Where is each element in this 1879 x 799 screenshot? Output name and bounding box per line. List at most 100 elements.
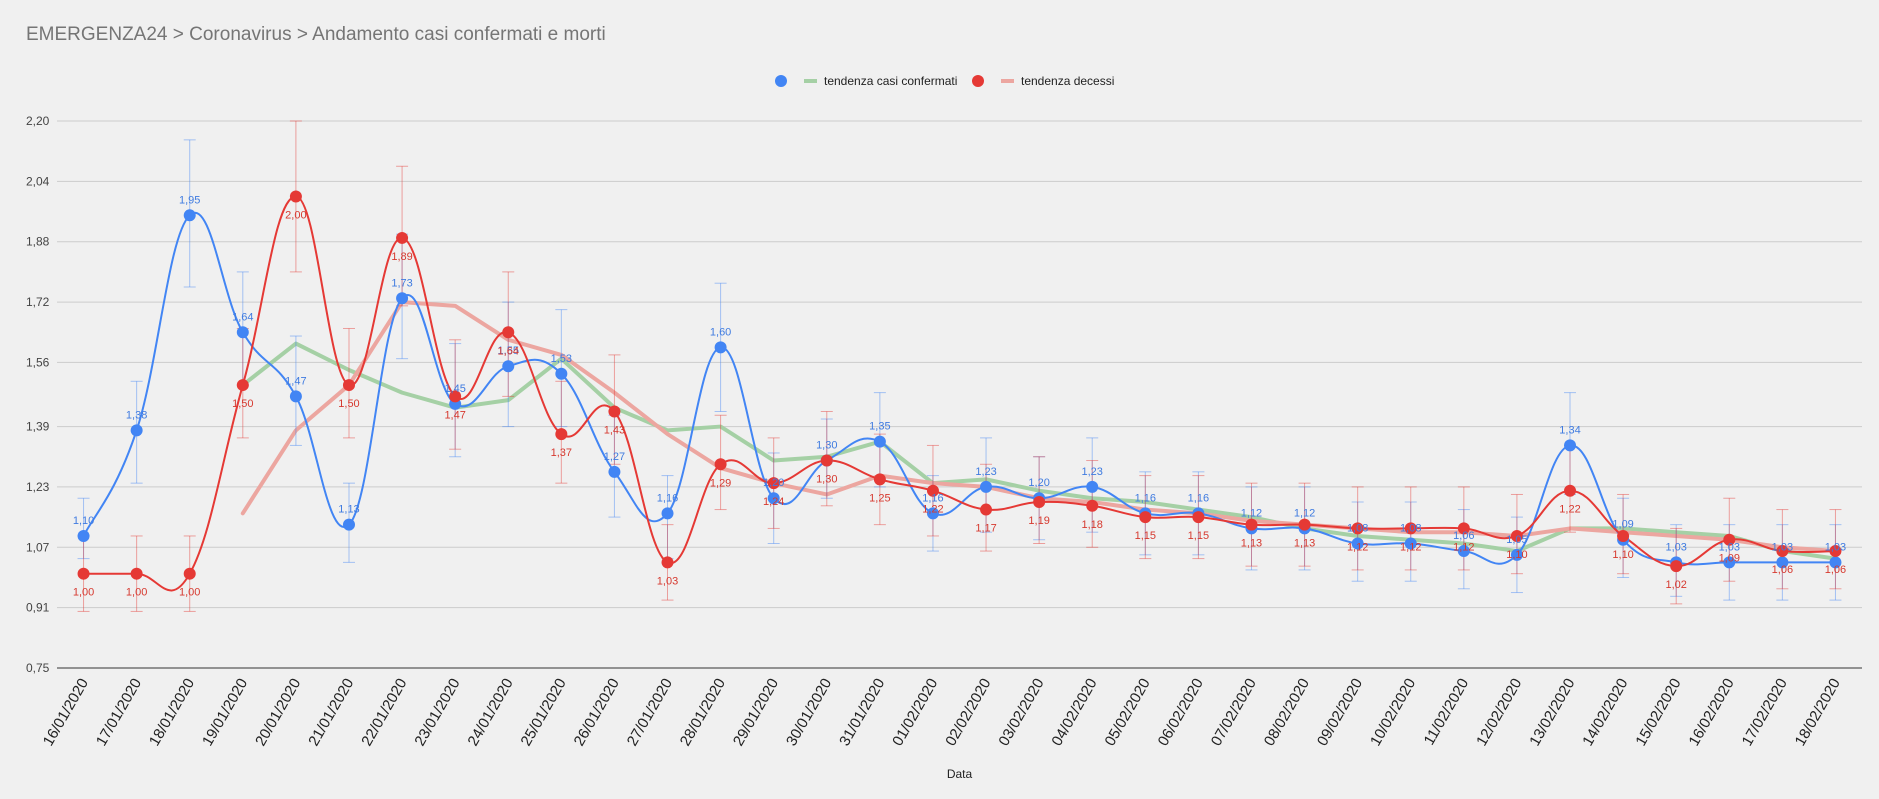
x-tick-label: 06/02/2020 — [1155, 676, 1207, 750]
confirmed-data-label: 1,30 — [816, 440, 837, 452]
confirmed-point[interactable] — [1723, 556, 1736, 569]
confirmed-data-label: 1,12 — [1294, 507, 1315, 519]
deaths-point[interactable] — [1723, 533, 1736, 546]
deaths-point[interactable] — [873, 473, 886, 486]
confirmed-point[interactable] — [980, 480, 993, 493]
confirmed-point[interactable] — [1564, 439, 1577, 452]
deaths-point[interactable] — [661, 556, 674, 569]
deaths-point[interactable] — [926, 484, 939, 497]
deaths-point[interactable] — [1670, 560, 1683, 573]
deaths-point[interactable] — [1404, 522, 1417, 535]
confirmed-point[interactable] — [502, 360, 515, 373]
deaths-point[interactable] — [1564, 484, 1577, 497]
y-tick-label: 1,88 — [26, 235, 50, 249]
deaths-point[interactable] — [130, 567, 143, 580]
deaths-point[interactable] — [342, 379, 355, 392]
confirmed-data-label: 1,53 — [551, 353, 572, 365]
x-tick-label: 01/02/2020 — [889, 676, 941, 750]
deaths-point[interactable] — [1192, 511, 1205, 524]
deaths-data-label: 1,19 — [1028, 515, 1049, 527]
y-tick-label: 1,07 — [26, 540, 50, 554]
deaths-point[interactable] — [1776, 545, 1789, 558]
deaths-point[interactable] — [1510, 529, 1523, 542]
y-tick-label: 1,39 — [26, 420, 50, 434]
x-tick-label: 23/01/2020 — [411, 676, 463, 750]
deaths-data-label: 1,30 — [816, 474, 837, 486]
confirmed-point[interactable] — [1404, 537, 1417, 550]
confirmed-point[interactable] — [183, 209, 196, 222]
confirmed-point[interactable] — [396, 292, 409, 305]
deaths-data-label: 1,22 — [1559, 504, 1580, 516]
deaths-data-label: 1,22 — [922, 504, 943, 516]
legend-item-confirmed[interactable]: tendenza casi confermati — [775, 74, 957, 88]
deaths-point[interactable] — [502, 326, 515, 339]
deaths-data-label: 1,06 — [1772, 564, 1793, 576]
deaths-data-label: 1,64 — [498, 345, 519, 357]
y-tick-label: 0,75 — [26, 661, 50, 675]
deaths-point[interactable] — [767, 477, 780, 490]
deaths-point[interactable] — [183, 567, 196, 580]
confirmed-point[interactable] — [130, 424, 143, 437]
confirmed-data-label: 1,08 — [1400, 523, 1421, 535]
deaths-data-label: 1,18 — [1082, 519, 1103, 531]
confirmed-data-label: 1,47 — [285, 375, 306, 387]
confirmed-point[interactable] — [1829, 556, 1842, 569]
deaths-data-label: 1,89 — [391, 251, 412, 263]
confirmed-data-label: 1,38 — [126, 409, 147, 421]
deaths-point[interactable] — [1245, 518, 1258, 531]
confirmed-point[interactable] — [1776, 556, 1789, 569]
confirmed-point[interactable] — [714, 341, 727, 354]
deaths-point[interactable] — [1617, 529, 1630, 542]
confirmed-point[interactable] — [1086, 480, 1099, 493]
confirmed-point[interactable] — [342, 518, 355, 531]
x-tick-label: 19/01/2020 — [199, 676, 251, 750]
confirmed-point[interactable] — [1351, 537, 1364, 550]
deaths-point[interactable] — [449, 390, 462, 403]
confirmed-data-label: 1,35 — [869, 421, 890, 433]
confirmed-point[interactable] — [77, 529, 90, 542]
confirmed-data-label: 1,16 — [922, 492, 943, 504]
deaths-point[interactable] — [1829, 545, 1842, 558]
confirmed-data-label: 1,06 — [1453, 530, 1474, 542]
confirmed-point[interactable] — [555, 367, 568, 380]
deaths-point[interactable] — [1457, 522, 1470, 535]
x-tick-label: 03/02/2020 — [995, 676, 1047, 750]
deaths-point[interactable] — [1298, 518, 1311, 531]
confirmed-point[interactable] — [1457, 545, 1470, 558]
deaths-point[interactable] — [236, 379, 249, 392]
confirmed-point[interactable] — [767, 492, 780, 505]
deaths-data-label: 1,15 — [1135, 530, 1156, 542]
confirmed-data-label: 1,45 — [444, 383, 465, 395]
deaths-point[interactable] — [555, 428, 568, 441]
confirmed-data-label: 1,73 — [391, 277, 412, 289]
deaths-point[interactable] — [980, 503, 993, 516]
confirmed-point[interactable] — [661, 507, 674, 520]
confirmed-point[interactable] — [926, 507, 939, 520]
x-tick-label: 16/01/2020 — [40, 676, 92, 750]
deaths-point[interactable] — [714, 458, 727, 471]
deaths-point[interactable] — [289, 190, 302, 203]
x-tick-label: 09/02/2020 — [1314, 676, 1366, 750]
deaths-point[interactable] — [820, 454, 833, 467]
x-tick-label: 20/01/2020 — [252, 676, 304, 750]
y-tick-label: 2,20 — [26, 114, 50, 128]
deaths-point[interactable] — [608, 405, 621, 418]
confirmed-point[interactable] — [873, 435, 886, 448]
x-tick-label: 29/01/2020 — [730, 676, 782, 750]
confirmed-point[interactable] — [1510, 548, 1523, 561]
confirmed-point[interactable] — [289, 390, 302, 403]
y-tick-label: 2,04 — [26, 174, 50, 188]
data-points — [77, 190, 1842, 580]
deaths-point[interactable] — [1086, 499, 1099, 512]
confirmed-point[interactable] — [608, 465, 621, 478]
deaths-point[interactable] — [1351, 522, 1364, 535]
deaths-point[interactable] — [396, 231, 409, 244]
deaths-point[interactable] — [1139, 511, 1152, 524]
deaths-data-label: 1,12 — [1453, 541, 1474, 553]
deaths-point[interactable] — [77, 567, 90, 580]
confirmed-point[interactable] — [236, 326, 249, 339]
legend-item-deaths[interactable]: tendenza decessi — [972, 74, 1114, 88]
x-tick-label: 13/02/2020 — [1526, 676, 1578, 750]
deaths-point[interactable] — [1033, 496, 1046, 509]
